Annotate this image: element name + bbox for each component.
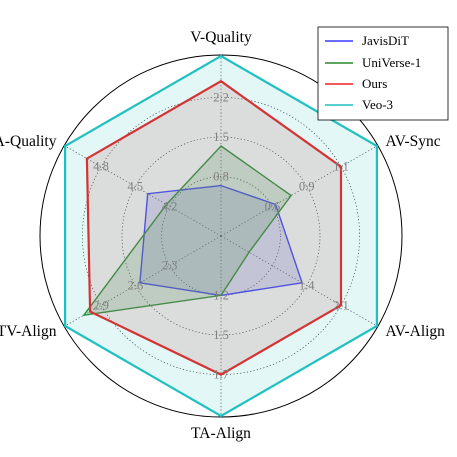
tick-label-ta-align-3: 1.7 (213, 368, 229, 382)
axis-label-ta-align: TA-Align (191, 425, 251, 442)
tick-label-av-sync-2: 0.9 (299, 180, 315, 194)
tick-label-av-align-1: 1.4 (299, 279, 315, 293)
tick-label-av-sync-3: 1.1 (333, 160, 349, 174)
tick-label-ta-align-2: 1.5 (213, 328, 229, 342)
legend-label-veo-3: Veo-3 (362, 97, 393, 112)
grid-ring-2 (121, 136, 321, 336)
axis-label-av-align: AV-Align (386, 323, 446, 340)
tick-label-av-align-2: 2.1 (333, 298, 349, 312)
tick-label-a-quality-1: 4.2 (162, 199, 178, 213)
axis-label-a-quality: A-Quality (0, 133, 57, 150)
series-fill-veo-3 (65, 56, 377, 416)
tick-label-a-quality-3: 4.8 (93, 160, 109, 174)
tick-label-v-quality-3: 2.2 (213, 90, 229, 104)
grid-ring-1 (161, 176, 281, 296)
legend-label-universe-1: UniVerse-1 (362, 55, 421, 70)
series-fill-javisdit (139, 185, 303, 296)
spoke-a-quality (64, 145, 222, 237)
tick-labels: 0.8 1.5 2.2 0.6 0.9 1.1 1.4 2.1 1.2 1.5 1.7 2.3 2.6 2… (93, 90, 349, 381)
series-group (63, 54, 378, 418)
tick-label-a-quality-2: 4.5 (127, 180, 143, 194)
series-fill-universe-1 (83, 146, 292, 316)
series-line-ours (85, 79, 343, 376)
spoke-av-sync (220, 145, 378, 237)
series-line-veo-3 (63, 54, 378, 418)
tick-label-tv-align-2: 2.6 (127, 279, 143, 293)
axis-label-av-sync: AV-Sync (386, 133, 441, 150)
series-line-universe-1 (82, 145, 293, 317)
tick-label-ta-align-1: 1.2 (213, 288, 229, 302)
tick-label-av-sync-1: 0.6 (265, 199, 281, 213)
legend-label-javisdit: JavisDiT (362, 33, 409, 48)
tick-label-tv-align-3: 2.9 (93, 298, 109, 312)
spoke-av-align (220, 235, 378, 327)
legend: JavisDiT UniVerse-1 Ours Veo-3 (317, 26, 449, 121)
tick-label-v-quality-1: 0.8 (213, 170, 229, 184)
axis-labels: V-Quality AV-Sync AV-Align TA-Align TV-Align… (0, 29, 445, 442)
tick-label-v-quality-2: 1.5 (213, 130, 229, 144)
legend-label-ours: Ours (362, 76, 387, 91)
axis-label-tv-align: TV-Align (0, 323, 57, 340)
axis-label-v-quality: V-Quality (190, 29, 252, 46)
series-fill-ours (86, 81, 342, 375)
tick-label-tv-align-1: 2.3 (162, 259, 178, 273)
